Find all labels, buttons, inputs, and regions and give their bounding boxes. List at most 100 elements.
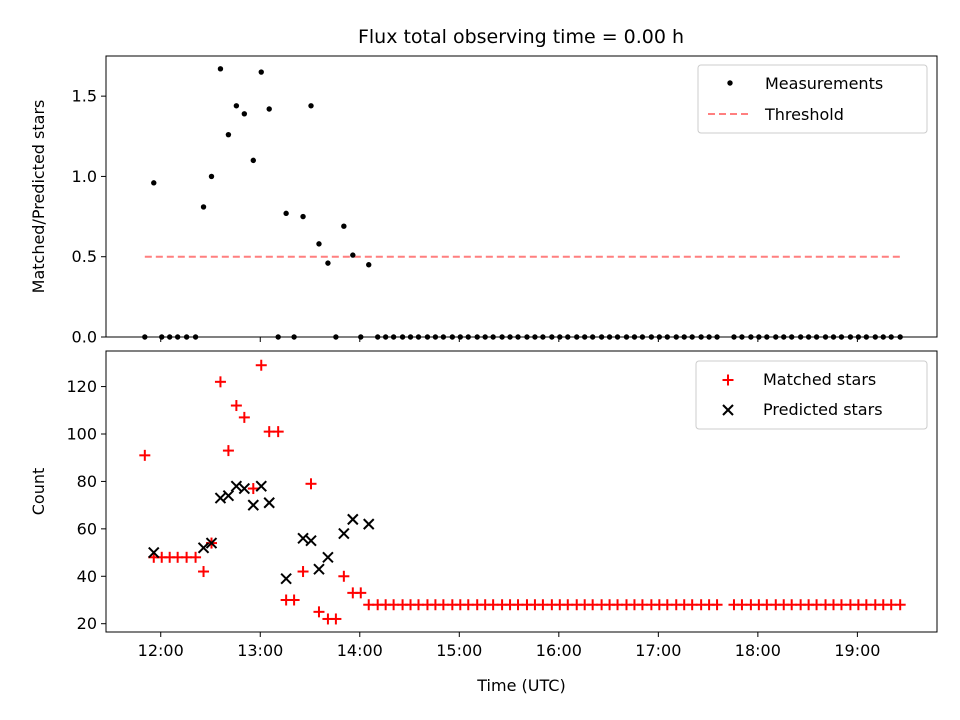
measurement-point xyxy=(656,334,663,340)
chart-title: Flux total observing time = 0.00 h xyxy=(358,26,684,48)
measurement-point xyxy=(233,103,240,109)
measurement-point xyxy=(731,334,737,340)
matched-star-point xyxy=(214,376,226,388)
matched-star-point xyxy=(330,613,342,625)
y-tick-label: 20 xyxy=(77,614,97,633)
measurement-point xyxy=(673,334,679,340)
measurement-point xyxy=(266,106,272,112)
cross-b xyxy=(214,492,227,504)
measurement-point xyxy=(664,334,670,340)
measurement-point xyxy=(333,334,339,340)
predicted-star-point xyxy=(255,480,267,492)
measurement-point xyxy=(623,334,630,340)
measurement-point xyxy=(174,334,181,340)
measurement-point xyxy=(598,334,605,340)
measurement-point xyxy=(200,204,207,210)
predicted-star-point xyxy=(263,497,275,509)
predicted-star-point xyxy=(347,513,359,526)
y-tick-label: 120 xyxy=(66,377,97,396)
cross-b xyxy=(148,546,160,559)
matched-star-point xyxy=(711,599,723,611)
y-tick-label: 1.0 xyxy=(72,167,97,186)
measurement-point xyxy=(159,334,165,340)
measurement-point xyxy=(739,334,745,340)
cross-b xyxy=(263,497,275,509)
measurement-point xyxy=(449,334,456,340)
predicted-star-point xyxy=(197,542,210,554)
predicted-star-point xyxy=(238,482,251,495)
measurement-point xyxy=(872,334,878,340)
measurement-point xyxy=(805,334,812,340)
predicted-star-point xyxy=(247,499,259,511)
measurement-point xyxy=(748,334,754,340)
cross-b xyxy=(238,482,251,495)
measurement-point xyxy=(225,131,232,138)
legend-threshold-label: Threshold xyxy=(764,105,844,124)
measurement-point xyxy=(325,260,331,266)
measurement-point xyxy=(374,334,381,340)
matched-star-point xyxy=(894,599,906,611)
measurement-point xyxy=(589,334,596,340)
y-tick-label: 60 xyxy=(77,519,97,538)
measurement-point xyxy=(366,262,372,268)
predicted-star-point xyxy=(222,489,235,502)
x-axis-label: Time (UTC) xyxy=(476,676,565,695)
x-tick-label: 18:00 xyxy=(735,641,781,660)
measurement-point xyxy=(166,334,173,340)
measurement-point xyxy=(250,157,256,164)
matched-star-point xyxy=(338,570,350,582)
measurement-point xyxy=(507,334,513,340)
plot-frame xyxy=(105,350,938,633)
cross-b xyxy=(322,551,334,564)
plot-frame xyxy=(105,55,938,338)
cross-b xyxy=(222,489,235,502)
measurement-point xyxy=(706,334,712,340)
measurement-point xyxy=(283,210,289,217)
measurement-point xyxy=(698,334,704,340)
legend-predicted-marker xyxy=(722,404,734,416)
x-tick-label: 13:00 xyxy=(237,641,283,660)
measurements-panel: 0.0 0.5 1.0 1.5 Matched/Predicted stars Measu… xyxy=(29,55,938,347)
predicted-star-point xyxy=(313,563,325,575)
cross-b xyxy=(722,404,734,416)
x-tick-label: 16:00 xyxy=(536,641,582,660)
measurement-point xyxy=(631,334,638,340)
legend-box xyxy=(695,360,928,430)
measurement-point xyxy=(440,334,447,340)
y-axis-label: Matched/Predicted stars xyxy=(29,100,48,294)
measurement-point xyxy=(773,334,779,340)
matched-star-point xyxy=(222,445,234,457)
measurement-point xyxy=(689,334,695,340)
x-tick-label: 12:00 xyxy=(138,641,184,660)
y-tick-label: 80 xyxy=(77,472,97,491)
legend-matched-marker xyxy=(722,374,734,386)
cross-b xyxy=(247,499,259,511)
matched-star-point xyxy=(190,551,202,563)
measurement-point xyxy=(788,334,795,340)
predicted-star-point xyxy=(297,532,309,545)
x-tick-label: 14:00 xyxy=(337,641,383,660)
measurement-point xyxy=(390,334,397,340)
cross-b xyxy=(280,572,292,585)
y-tick-label: 0.0 xyxy=(72,328,97,347)
matched-star-point xyxy=(238,411,250,423)
cross-b xyxy=(205,537,218,549)
measurement-point xyxy=(813,334,820,340)
matched-star-point xyxy=(288,594,300,606)
measurement-point xyxy=(880,334,886,340)
measurement-point xyxy=(490,334,496,340)
measurement-point xyxy=(407,334,414,340)
measurement-point xyxy=(764,334,770,340)
measurement-point xyxy=(838,334,845,340)
legend-measurements-marker xyxy=(727,80,733,86)
measurement-point xyxy=(300,213,306,220)
predicted-star-point xyxy=(363,518,375,530)
y-tick-label: 40 xyxy=(77,567,97,586)
measurement-point xyxy=(291,334,297,340)
predicted-star-point xyxy=(214,492,227,504)
measurement-point xyxy=(350,252,356,258)
cross-b xyxy=(305,534,317,547)
y-axis-label: Count xyxy=(29,468,48,516)
measurement-point xyxy=(217,66,224,72)
